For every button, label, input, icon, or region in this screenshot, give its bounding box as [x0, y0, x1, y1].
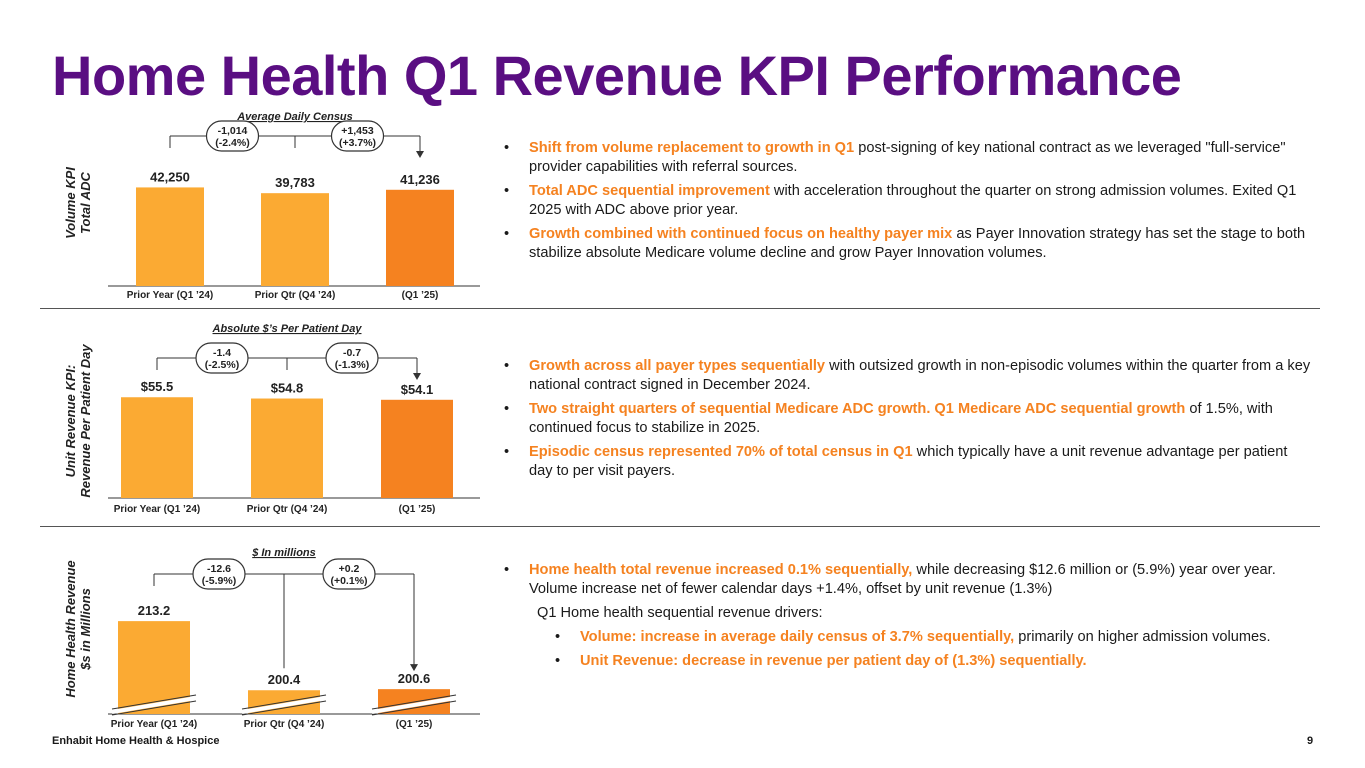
- change-percent: (+0.1%): [330, 575, 367, 587]
- section-divider: [40, 308, 1320, 309]
- page-number: 9: [1307, 735, 1314, 747]
- bar: [121, 397, 193, 498]
- bar: [381, 399, 453, 498]
- bar: [136, 187, 204, 286]
- drivers-subhead: Q1 Home health sequential revenue driver…: [537, 605, 823, 621]
- side-label-unit-revenue: Unit Revenue KPI: Revenue Per Patient Da…: [63, 341, 93, 501]
- sub-bullet-item: Unit Revenue: decrease in revenue per pa…: [504, 652, 1314, 671]
- change-pill: [195, 342, 249, 374]
- volume-bullets: Shift from volume replacement to growth …: [504, 139, 1314, 268]
- axis-break-line: [371, 694, 457, 710]
- bullet-item: Two straight quarters of sequential Medi…: [504, 400, 1314, 438]
- connector-arrow-head: [413, 373, 421, 380]
- axis-break-line: [111, 694, 197, 710]
- connector-arrow-head: [410, 664, 418, 672]
- axis-break-line: [241, 700, 327, 716]
- side-label-line-2: $s in Millions: [78, 588, 93, 670]
- category-label: (Q1 ’25): [402, 290, 439, 301]
- side-label-line-2: Total ADC: [78, 172, 93, 234]
- side-label-line-2: Revenue Per Patient Day: [78, 344, 93, 498]
- revenue-bullets: Home health total revenue increased 0.1%…: [504, 561, 1314, 676]
- bar: [118, 621, 190, 714]
- change-value: -1.4: [213, 347, 231, 359]
- unit-revenue-bullets: Growth across all payer types sequential…: [504, 357, 1314, 486]
- axis-break-gap: [111, 696, 197, 714]
- axis-break-line: [371, 700, 457, 716]
- side-label-line-1: Volume KPI: [63, 167, 78, 239]
- bullet-item: Shift from volume replacement to growth …: [504, 139, 1314, 177]
- change-value: -1,014: [218, 125, 248, 137]
- side-label-line-1: Home Health Revenue: [63, 560, 78, 698]
- category-label: (Q1 ’25): [399, 504, 436, 515]
- ppd-bar-chart: Absolute $’s Per Patient Day $55.5 Prior Y…: [108, 323, 480, 515]
- axis-break-line: [111, 700, 197, 716]
- change-value: -0.7: [343, 347, 361, 359]
- category-label: Prior Year (Q1 ’24): [111, 719, 198, 730]
- adc-bar-chart: Average Daily Census 42,250 Prior Year (Q1…: [108, 111, 480, 301]
- axis-break-gap: [371, 696, 457, 714]
- change-percent: (-2.4%): [215, 137, 249, 149]
- category-label: Prior Qtr (Q4 ’24): [247, 504, 328, 515]
- change-value: +0.2: [339, 563, 360, 575]
- category-label: Prior Year (Q1 ’24): [114, 504, 201, 515]
- category-label: Prior Qtr (Q4 ’24): [255, 290, 336, 301]
- change-percent: (-5.9%): [202, 575, 236, 587]
- bullet-item: Growth across all payer types sequential…: [504, 357, 1314, 395]
- page-title: Home Health Q1 Revenue KPI Performance: [52, 44, 1182, 107]
- category-label: Prior Year (Q1 ’24): [127, 290, 214, 301]
- change-pill: [322, 558, 376, 590]
- bar-value-label: 200.6: [398, 671, 431, 686]
- change-percent: (-2.5%): [205, 359, 239, 371]
- bar-value-label: 200.4: [268, 672, 301, 687]
- sub-bullet-item: Volume: increase in average daily census…: [504, 628, 1314, 647]
- section-divider: [40, 526, 1320, 527]
- bar-value-label: 42,250: [150, 169, 190, 184]
- change-value: +1,453: [341, 125, 374, 137]
- bullet-item: Total ADC sequential improvement with ac…: [504, 182, 1314, 220]
- bullet-item: Episodic census represented 70% of total…: [504, 443, 1314, 481]
- change-value: -12.6: [207, 563, 231, 575]
- bar: [251, 398, 323, 498]
- bar-value-label: $54.8: [271, 381, 304, 396]
- change-pill: [205, 120, 260, 152]
- axis-break-gap: [241, 696, 327, 714]
- side-label-revenue: Home Health Revenue $s in Millions: [63, 549, 93, 709]
- chart-title: Absolute $’s Per Patient Day: [212, 323, 363, 335]
- bar-value-label: 39,783: [275, 175, 315, 190]
- change-pill: [325, 342, 379, 374]
- bar-value-label: $54.1: [401, 382, 434, 397]
- chart-title: $ In millions: [251, 547, 316, 559]
- footer-company: Enhabit Home Health & Hospice: [52, 735, 220, 747]
- side-label-volume: Volume KPI Total ADC: [63, 123, 93, 283]
- change-percent: (+3.7%): [339, 137, 376, 149]
- change-pill: [192, 558, 246, 590]
- change-percent: (-1.3%): [335, 359, 369, 371]
- change-pill: [330, 120, 385, 152]
- bullet-item: Home health total revenue increased 0.1%…: [504, 561, 1314, 599]
- bar: [261, 193, 329, 286]
- bar: [386, 189, 454, 286]
- bar-value-label: $55.5: [141, 379, 174, 394]
- side-label-line-1: Unit Revenue KPI:: [63, 364, 78, 478]
- axis-break-line: [241, 694, 327, 710]
- revenue-bar-chart: $ In millions 213.2 Prior Year (Q1 ’24) 200…: [108, 547, 480, 730]
- bar-value-label: 41,236: [400, 172, 440, 187]
- category-label: Prior Qtr (Q4 ’24): [244, 719, 325, 730]
- chart-title: Average Daily Census: [236, 111, 353, 123]
- bullet-item: Growth combined with continued focus on …: [504, 225, 1314, 263]
- bar-value-label: 213.2: [138, 603, 171, 618]
- connector-arrow-head: [416, 151, 424, 158]
- category-label: (Q1 ’25): [396, 719, 433, 730]
